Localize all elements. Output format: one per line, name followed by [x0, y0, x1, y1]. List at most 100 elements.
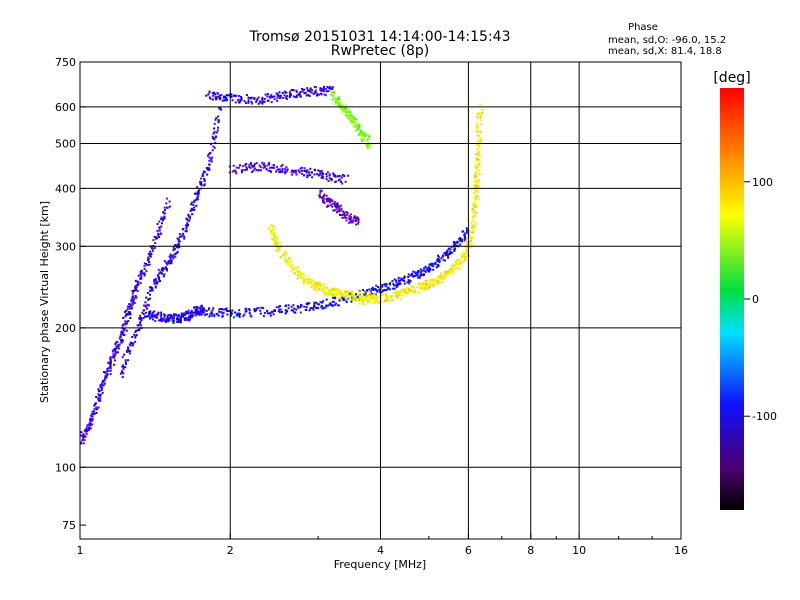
data-point: [185, 217, 188, 220]
data-point: [362, 131, 365, 134]
data-point: [99, 397, 102, 400]
data-point: [273, 240, 276, 243]
data-point: [354, 217, 357, 219]
data-point: [212, 307, 215, 310]
data-point: [338, 104, 341, 107]
data-point: [477, 140, 480, 143]
data-point: [195, 198, 198, 201]
data-point: [116, 351, 119, 354]
data-point: [269, 166, 271, 169]
data-point: [307, 282, 310, 284]
data-point: [266, 95, 269, 98]
data-point: [150, 247, 153, 250]
data-point: [474, 176, 477, 179]
data-point: [101, 391, 104, 394]
data-point: [177, 314, 180, 317]
data-point: [320, 89, 323, 92]
data-point: [358, 132, 361, 135]
data-point: [277, 247, 280, 250]
data-point: [309, 91, 312, 94]
data-point: [120, 341, 123, 344]
data-point: [367, 134, 370, 137]
data-point: [332, 92, 335, 95]
data-point: [161, 272, 163, 275]
data-point: [241, 165, 244, 168]
data-point: [266, 93, 269, 96]
data-point: [329, 292, 332, 295]
data-point: [278, 241, 281, 244]
data-point: [477, 186, 480, 189]
data-point: [161, 222, 163, 225]
data-point: [476, 114, 479, 117]
data-point: [266, 164, 269, 167]
data-point: [339, 102, 342, 105]
data-point: [104, 371, 107, 374]
data-point: [322, 286, 325, 289]
data-point: [212, 145, 215, 148]
data-point: [337, 175, 339, 178]
data-point: [473, 211, 476, 214]
data-point: [184, 230, 187, 233]
data-point: [477, 169, 480, 171]
data-point: [374, 288, 377, 291]
data-point: [209, 313, 212, 316]
data-point: [186, 222, 189, 225]
data-point: [299, 167, 302, 170]
data-point: [97, 388, 100, 391]
data-point: [191, 311, 194, 314]
data-point: [446, 273, 449, 276]
data-point: [371, 286, 374, 289]
data-point: [240, 98, 243, 101]
data-point: [325, 287, 328, 290]
data-point: [93, 413, 96, 415]
data-point: [270, 170, 272, 173]
data-point: [477, 181, 480, 184]
data-point: [251, 102, 254, 105]
data-point: [308, 302, 311, 305]
data-point: [388, 288, 391, 291]
data-point: [124, 361, 127, 364]
data-point: [132, 342, 135, 345]
data-point: [122, 368, 125, 371]
data-point: [476, 144, 479, 147]
data-point: [476, 125, 479, 128]
data-point: [196, 196, 199, 199]
data-point: [121, 376, 124, 379]
data-point: [466, 251, 468, 254]
data-point: [439, 274, 442, 277]
data-point: [464, 259, 467, 262]
data-point: [319, 170, 321, 173]
data-point: [268, 227, 270, 230]
data-point: [473, 204, 476, 207]
data-point: [163, 273, 166, 276]
data-point: [466, 243, 469, 246]
data-point: [197, 312, 200, 315]
data-point: [153, 236, 156, 238]
data-point: [146, 315, 149, 318]
data-point: [312, 308, 315, 311]
data-point: [337, 179, 340, 182]
data-point: [208, 167, 211, 170]
data-point: [479, 141, 482, 144]
data-point: [304, 308, 307, 311]
data-point: [187, 312, 190, 315]
data-point: [91, 415, 94, 418]
data-point: [182, 232, 185, 235]
data-point: [220, 108, 223, 111]
data-point: [148, 304, 150, 307]
data-point: [270, 94, 273, 97]
data-point: [306, 174, 309, 177]
data-point: [407, 290, 410, 293]
data-point: [432, 281, 435, 284]
data-point: [278, 95, 281, 98]
data-point: [362, 137, 365, 140]
data-point: [393, 278, 396, 281]
data-point: [459, 238, 462, 241]
data-point: [332, 287, 335, 290]
data-point: [332, 300, 335, 303]
data-point: [331, 293, 334, 295]
data-point: [458, 268, 461, 270]
data-point: [262, 315, 265, 318]
data-point: [119, 372, 122, 375]
data-point: [218, 95, 221, 98]
